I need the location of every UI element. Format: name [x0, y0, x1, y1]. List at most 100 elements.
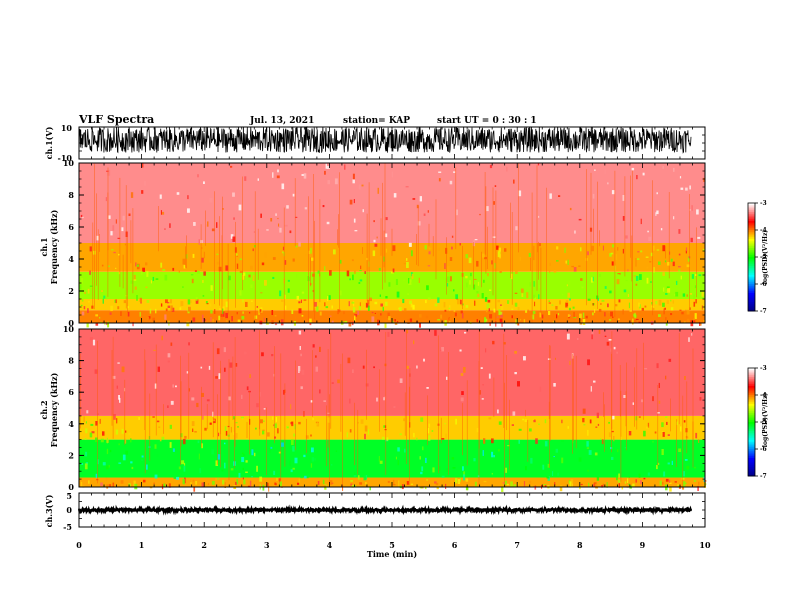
spectrogram-speckle	[569, 481, 572, 487]
spectrogram-speckle	[262, 429, 265, 431]
spectrogram-speckle	[520, 288, 524, 293]
spectrogram-speckle	[650, 252, 653, 257]
spectrogram-speckle	[403, 262, 407, 265]
spectrogram-speckle	[416, 204, 419, 209]
spectrogram-speckle	[452, 467, 456, 469]
spectrogram-speckle	[99, 418, 101, 424]
spectrogram-speckle	[194, 270, 197, 272]
spectrogram-speckle	[693, 320, 696, 323]
spectrogram-speckle	[506, 483, 509, 486]
spectrogram-speckle	[586, 447, 589, 449]
spectrogram-speckle	[686, 309, 690, 315]
spectrogram-speckle	[498, 449, 500, 452]
ch3-ytick-mid: 0	[66, 505, 72, 515]
spectrogram-speckle	[582, 319, 586, 325]
colorbar-cell	[748, 280, 755, 283]
spectrogram-speckle	[616, 279, 620, 285]
spectrogram-speckle	[342, 485, 344, 491]
spectrogram-speckle	[371, 311, 374, 314]
spectrogram-speckle	[443, 302, 446, 308]
spectrogram-speckle	[352, 274, 354, 281]
spectrogram-speckle	[495, 321, 497, 327]
spectrogram-speckle	[617, 273, 620, 275]
colorbar-cell	[748, 395, 755, 398]
spectrogram-speckle	[666, 286, 670, 290]
spectrogram-speckle	[216, 478, 220, 480]
spectrogram-speckle	[263, 408, 266, 410]
spectrogram-speckle	[474, 239, 478, 241]
spectrogram-speckle	[134, 286, 137, 290]
spectrogram-speckle	[348, 301, 350, 307]
colorbar-cell	[748, 287, 755, 290]
spectrogram-speckle	[533, 297, 537, 301]
spectrogram-speckle	[365, 482, 367, 485]
spectrogram-speckle	[238, 204, 242, 211]
spectrogram-speckle	[510, 273, 513, 280]
spectrogram-speckle	[311, 304, 313, 306]
spectrogram-speckle	[207, 483, 210, 485]
spectrogram-speckle	[194, 431, 197, 433]
spectrogram-speckle	[298, 366, 301, 372]
spectrogram-speckle	[684, 459, 688, 461]
spectrogram-speckle	[312, 417, 314, 421]
spectrogram-speckle	[298, 478, 301, 483]
spectrogram-speckle	[622, 309, 624, 315]
spectrogram-speckle	[96, 479, 99, 481]
spectrogram-speckle	[491, 451, 494, 458]
spectrogram-speckle	[369, 486, 371, 491]
spectrogram-speckle	[573, 317, 576, 319]
spectrogram-speckle	[571, 265, 574, 268]
spectrogram-speckle	[372, 250, 376, 257]
spectrogram-speckle	[553, 383, 556, 387]
spectrogram-speckle	[305, 254, 307, 257]
colorbar-cell	[748, 447, 755, 450]
spectrogram-speckle	[309, 318, 312, 323]
spectrogram-speckle	[495, 245, 499, 250]
spectrogram-speckle	[559, 485, 563, 492]
spectrogram-speckle	[425, 299, 427, 304]
spectrogram-speckle	[354, 230, 358, 232]
spectrogram-speckle	[201, 443, 203, 449]
colorbar-tick-label: -5	[760, 254, 767, 261]
spectrogram-speckle	[246, 386, 249, 391]
spectrogram-speckle	[95, 314, 98, 317]
spectrogram-speckle	[548, 300, 550, 302]
spectrogram-speckle	[364, 433, 366, 440]
spectrogram-speckle	[500, 312, 503, 318]
spectrogram-speckle	[456, 209, 458, 216]
spectrogram-speckle	[423, 213, 426, 216]
spectrogram-speckle	[427, 265, 431, 267]
spectrogram-speckle	[235, 481, 237, 486]
spectrogram-speckle	[477, 475, 480, 478]
spectrogram-speckle	[697, 485, 699, 491]
spectrogram-speckle	[465, 478, 469, 482]
spectrogram-speckle	[465, 275, 468, 279]
spectrogram-speckle	[590, 386, 592, 392]
spectrogram-speckle	[693, 480, 697, 482]
spectrogram-speckle	[653, 267, 655, 273]
spectrogram-speckle	[167, 405, 169, 408]
spectrogram-speckle	[691, 205, 693, 211]
spectrogram-speckle	[446, 283, 449, 287]
spectrogram-speckle	[319, 346, 321, 352]
spectrogram-speckle	[551, 304, 554, 306]
spectrogram-speckle	[85, 428, 88, 434]
spectrogram-speckle	[295, 245, 298, 248]
spectrogram-speckle	[537, 163, 540, 166]
spectrogram-speckle	[165, 299, 168, 304]
spectrogram-speckle	[519, 256, 522, 261]
spectrogram-speckle	[567, 259, 569, 266]
spectrogram-speckle	[164, 228, 166, 230]
spectrogram-speckle	[673, 216, 675, 220]
spectrogram-speckle	[205, 218, 207, 225]
spectrogram-speckle	[197, 440, 200, 444]
spectrogram-speckle	[191, 397, 195, 401]
spectrogram-speckle	[489, 289, 492, 291]
spectrogram-speckle	[638, 302, 640, 307]
time-axis-label: Time (min)	[367, 549, 417, 559]
spectrogram-speckle	[112, 375, 116, 379]
spectrogram-speckle	[127, 311, 130, 317]
spectrogram-speckle	[618, 483, 620, 488]
spectrogram-speckle	[218, 315, 221, 321]
